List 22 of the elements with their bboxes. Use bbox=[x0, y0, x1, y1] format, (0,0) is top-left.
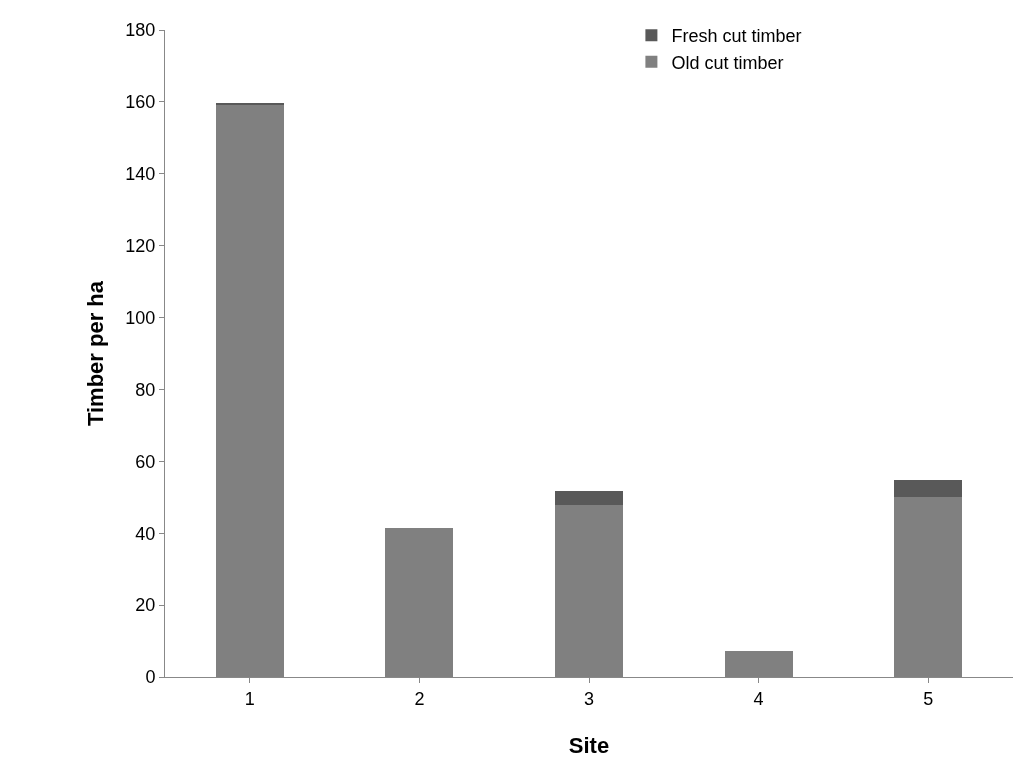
x-tick-label: 5 bbox=[923, 688, 934, 709]
y-tick-label: 180 bbox=[125, 20, 156, 41]
bar bbox=[894, 480, 963, 497]
y-tick-label: 80 bbox=[135, 379, 156, 400]
y-tick-label: 140 bbox=[125, 164, 156, 185]
y-tick-label: 20 bbox=[135, 595, 156, 616]
x-tick-label: 1 bbox=[244, 688, 255, 709]
bar bbox=[215, 102, 284, 106]
legend-label: Fresh cut timber bbox=[671, 26, 802, 47]
x-tick-label: 2 bbox=[414, 688, 425, 709]
y-tick-label: 100 bbox=[125, 307, 156, 328]
y-tick-label: 0 bbox=[145, 667, 156, 688]
bar bbox=[555, 490, 623, 506]
y-tick-label: 120 bbox=[125, 235, 156, 256]
x-tick-label: 3 bbox=[583, 688, 595, 709]
legend-label: Old cut timber bbox=[671, 52, 784, 73]
x-tick-label: 4 bbox=[753, 688, 764, 709]
x-axis-title: Site bbox=[568, 733, 610, 759]
y-tick-label: 60 bbox=[135, 451, 156, 472]
y-axis-title: Timber per ha bbox=[83, 280, 109, 427]
y-tick-label: 160 bbox=[125, 92, 156, 113]
y-tick-label: 40 bbox=[135, 523, 156, 544]
